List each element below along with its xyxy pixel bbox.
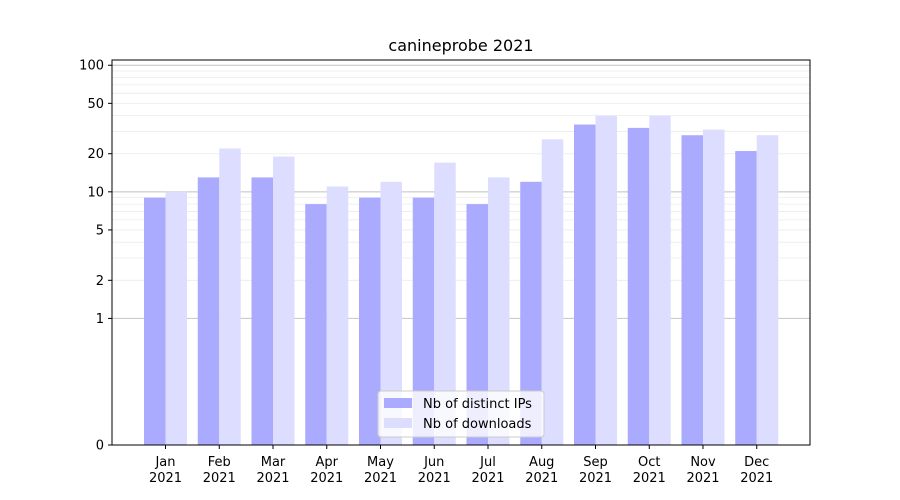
y-tick-label: 50 [87,97,104,112]
legend-swatch [384,398,412,408]
x-tick-label: Jul 2021 [471,455,504,486]
bar-distinct-ips [574,124,596,445]
x-tick-label: May 2021 [364,455,397,486]
x-tick-label: Dec 2021 [740,455,773,486]
x-tick-label: Jun 2021 [418,455,451,486]
y-tick-label: 100 [79,59,104,74]
bar-distinct-ips [520,181,542,445]
bar-distinct-ips [681,135,703,445]
x-tick-label: Apr 2021 [310,455,343,486]
x-tick-label: Oct 2021 [633,455,666,486]
legend-box [377,390,545,438]
bar-downloads [488,177,510,446]
x-tick-label: Mar 2021 [256,455,289,486]
bar-downloads [380,181,402,445]
bar-downloads [595,115,617,445]
x-tick-label: Jan 2021 [149,455,182,486]
bar-distinct-ips [251,177,273,446]
bars [144,115,779,446]
x-tick-label: Aug 2021 [525,455,558,486]
legend-label: Nb of downloads [423,417,532,432]
bar-distinct-ips [359,197,381,445]
bar-downloads [649,115,671,445]
x-axis: Jan 2021 Feb 2021 Mar 2021 Apr 2021 May 2021 Jun 20… [149,445,773,486]
bar-downloads [703,129,725,445]
y-axis: 0 1 2 5 10 20 50 100 [79,59,112,454]
bar-downloads [165,191,187,445]
bar-downloads [541,139,564,445]
bar-distinct-ips [735,151,757,445]
x-tick-label: Sep 2021 [579,455,612,486]
y-tick-label: 5 [96,223,104,238]
plot-frame [111,59,811,446]
bar-distinct-ips [305,204,327,445]
bar-downloads [219,148,241,445]
y-tick-label: 2 [96,274,104,289]
y-tick-label: 1 [96,312,104,327]
bar-distinct-ips [466,204,488,445]
bar-distinct-ips [144,197,166,445]
bar-downloads [273,156,295,446]
bar-downloads [756,135,779,445]
bar-distinct-ips [627,127,650,445]
x-tick-label: Nov 2021 [686,455,719,486]
chart-title: canineprobe 2021 [388,36,533,55]
legend-swatch [384,418,412,428]
bar-distinct-ips [412,197,435,445]
x-tick-label: Feb 2021 [203,455,236,486]
bar-downloads [326,186,349,446]
legend: Nb of distinct IPs Nb of downloads [377,390,545,438]
y-tick-label: 0 [96,439,104,454]
bar-distinct-ips [197,177,220,446]
y-tick-label: 20 [87,147,104,162]
bar-downloads [434,162,456,445]
legend-label: Nb of distinct IPs [423,397,532,412]
y-tick-label: 10 [87,185,104,200]
